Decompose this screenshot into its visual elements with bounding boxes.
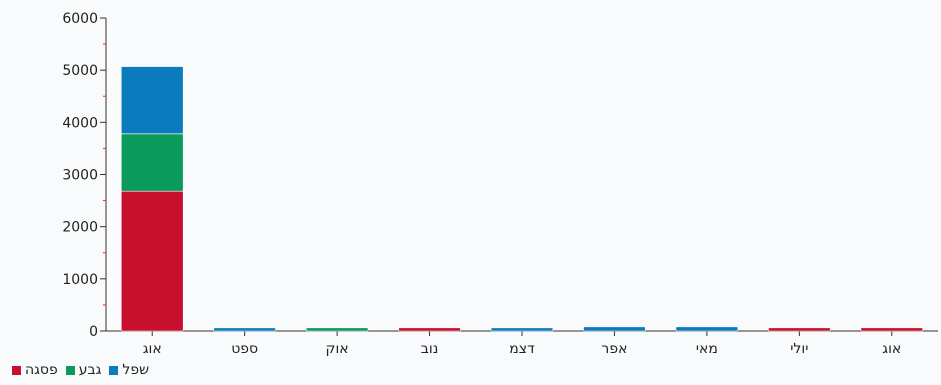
- legend-swatch-low: [109, 365, 119, 375]
- bar-segment-2-5[interactable]: [583, 326, 646, 332]
- bar-segment-1-2[interactable]: [305, 327, 369, 332]
- legend-item-low[interactable]: שפל: [109, 362, 149, 378]
- bar-segment-0-0[interactable]: [120, 190, 184, 332]
- bar-segment-0-3[interactable]: [398, 327, 461, 332]
- legend: פסגה גבע שפל: [12, 362, 157, 378]
- y-tick-label: 5000: [62, 63, 98, 79]
- y-tick-label: 2000: [62, 220, 98, 236]
- bar-segment-0-7[interactable]: [768, 327, 831, 332]
- bar-segment-0-8[interactable]: [860, 327, 924, 332]
- legend-label-mid: גבע: [78, 362, 102, 378]
- x-tick-label: אפר: [601, 341, 627, 357]
- x-tick-label: דצמ: [509, 341, 535, 357]
- legend-item-mid[interactable]: גבע: [65, 362, 102, 378]
- y-tick-label: 4000: [62, 115, 98, 131]
- bar-segment-2-1[interactable]: [213, 327, 276, 332]
- x-axis: אוג ספט אוק נוב דצמ אפר מאי יולי אוג: [106, 330, 938, 357]
- bar-segment-1-0[interactable]: [120, 133, 184, 192]
- legend-label-peak: פסגה: [25, 362, 58, 378]
- legend-item-peak[interactable]: פסגה: [12, 362, 58, 378]
- y-tick-label: 6000: [62, 11, 98, 27]
- x-tick-label: אוק: [326, 341, 349, 357]
- y-axis: 0 1000 2000 3000 4000 5000 6000: [62, 11, 107, 340]
- y-tick-label: 3000: [62, 168, 98, 184]
- x-tick-label: אוג: [882, 341, 901, 357]
- x-tick-label: נוב: [421, 341, 439, 357]
- bar-segment-2-0[interactable]: [120, 66, 184, 135]
- y-tick-label: 1000: [62, 272, 98, 288]
- bars: [120, 66, 924, 332]
- y-tick-label: 0: [89, 324, 98, 340]
- legend-swatch-peak: [12, 365, 21, 375]
- bar-segment-2-4[interactable]: [490, 327, 554, 332]
- x-tick-label: ספט: [231, 341, 258, 357]
- x-tick-label: אוג: [143, 341, 162, 357]
- bar-segment-2-6[interactable]: [675, 326, 739, 332]
- legend-swatch-mid: [65, 365, 75, 375]
- x-tick-label: מאי: [696, 341, 718, 357]
- legend-label-low: שפל: [122, 362, 150, 378]
- x-tick-label: יולי: [790, 341, 808, 357]
